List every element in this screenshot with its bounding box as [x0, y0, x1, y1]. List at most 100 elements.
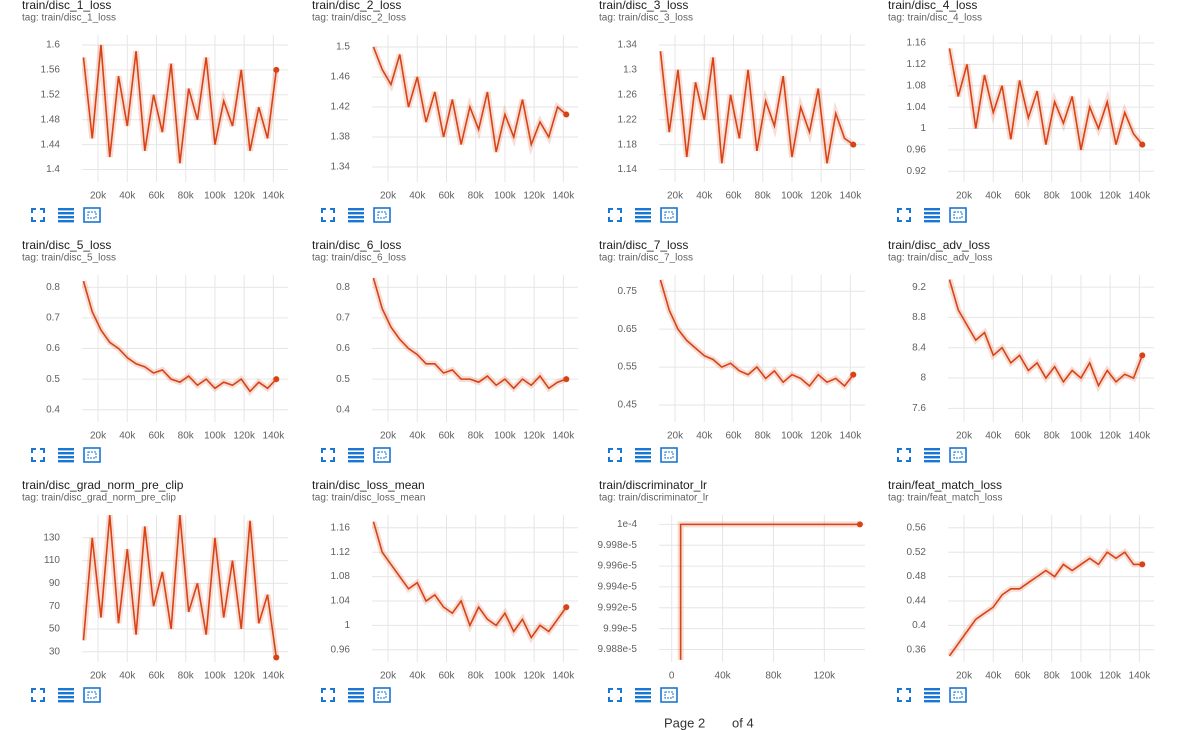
fit-domain-button[interactable] — [83, 687, 101, 703]
x-tick-label: 120k — [523, 671, 546, 682]
fit-domain-button[interactable] — [373, 687, 391, 703]
icon-stroke — [31, 697, 36, 702]
icon-bar — [635, 452, 651, 455]
y-tick-label: 0.8 — [46, 282, 60, 293]
x-tick-label: 140k — [553, 671, 576, 682]
icon-frame — [949, 207, 967, 223]
x-tick-label: 40k — [409, 671, 426, 682]
fit-domain-button[interactable] — [660, 207, 678, 223]
x-tick-label: 100k — [494, 431, 517, 442]
y-tick-label: 8 — [920, 373, 926, 384]
icon-bar — [348, 692, 364, 695]
fullscreen-button[interactable] — [321, 688, 335, 702]
toggle-log-button[interactable] — [635, 448, 651, 463]
toggle-log-button[interactable] — [924, 448, 940, 463]
x-tick-label: 20k — [90, 191, 107, 202]
fit-domain-button[interactable] — [660, 447, 678, 463]
y-tick-label: 1 — [344, 620, 350, 631]
fit-domain-button[interactable] — [949, 207, 967, 223]
icon-bar — [58, 700, 74, 703]
x-tick-label: 80k — [468, 191, 485, 202]
end-point — [563, 111, 570, 118]
toggle-log-button[interactable] — [924, 208, 940, 223]
x-tick-label: 40k — [985, 671, 1002, 682]
x-tick-label: 140k — [263, 671, 286, 682]
y-tick-label: 1.48 — [41, 114, 61, 125]
fullscreen-button[interactable] — [31, 208, 45, 222]
icon-bar — [635, 456, 651, 459]
y-tick-label: 9.992e-5 — [598, 602, 638, 613]
fullscreen-button[interactable] — [31, 448, 45, 462]
toggle-log-button[interactable] — [58, 208, 74, 223]
y-tick-label: 1.08 — [907, 80, 927, 91]
icon-frame — [83, 207, 101, 223]
fit-domain-button[interactable] — [373, 447, 391, 463]
fit-domain-button[interactable] — [83, 447, 101, 463]
fullscreen-button[interactable] — [608, 688, 622, 702]
icon-frame — [949, 447, 967, 463]
icon-stroke — [617, 208, 622, 213]
line — [372, 277, 567, 390]
x-tick-label: 120k — [523, 431, 546, 442]
y-tick-label: 1.42 — [331, 102, 351, 113]
y-tick-label: 110 — [44, 555, 60, 566]
fullscreen-button[interactable] — [608, 448, 622, 462]
fit-domain-button[interactable] — [373, 207, 391, 223]
toggle-log-button[interactable] — [635, 208, 651, 223]
fullscreen-button[interactable] — [608, 208, 622, 222]
toggle-log-button[interactable] — [58, 688, 74, 703]
y-tick-label: 1.5 — [336, 42, 350, 53]
fullscreen-button[interactable] — [897, 208, 911, 222]
icon-stroke — [321, 457, 326, 462]
chart-tag: tag: train/disc_3_loss — [599, 13, 693, 24]
line — [372, 521, 567, 640]
y-tick-label: 1.34 — [618, 40, 638, 51]
fit-domain-button[interactable] — [660, 687, 678, 703]
fit-domain-button[interactable] — [949, 687, 967, 703]
icon-frame — [373, 687, 391, 703]
end-point — [563, 376, 570, 383]
x-tick-label: 60k — [148, 431, 165, 442]
line — [372, 46, 567, 153]
x-tick-label: 80k — [755, 431, 772, 442]
chart-tag: tag: train/discriminator_lr — [599, 493, 709, 504]
y-tick-label: 0.4 — [46, 404, 60, 415]
icon-inner — [664, 211, 674, 219]
chart-tag: tag: train/disc_6_loss — [312, 253, 406, 264]
toggle-log-button[interactable] — [924, 688, 940, 703]
icon-bar — [924, 216, 940, 219]
icon-stroke — [608, 217, 613, 222]
fit-domain-button[interactable] — [949, 447, 967, 463]
toggle-log-button[interactable] — [348, 208, 364, 223]
fullscreen-button[interactable] — [897, 688, 911, 702]
y-tick-label: 90 — [49, 578, 61, 589]
x-tick-label: 140k — [263, 431, 286, 442]
icon-bar — [58, 692, 74, 695]
fullscreen-button[interactable] — [321, 208, 335, 222]
icon-stroke — [330, 697, 335, 702]
toggle-log-button[interactable] — [635, 688, 651, 703]
x-tick-label: 120k — [233, 431, 256, 442]
toggle-log-button[interactable] — [58, 448, 74, 463]
icon-stroke — [40, 217, 45, 222]
fit-domain-button[interactable] — [83, 207, 101, 223]
end-point — [850, 141, 857, 148]
fullscreen-button[interactable] — [897, 448, 911, 462]
y-tick-label: 9.99e-5 — [603, 623, 637, 634]
fullscreen-button[interactable] — [321, 448, 335, 462]
fullscreen-button[interactable] — [31, 688, 45, 702]
icon-bar — [635, 700, 651, 703]
y-tick-label: 1.12 — [907, 59, 927, 70]
y-tick-label: 9.998e-5 — [598, 540, 638, 551]
y-tick-label: 0.4 — [336, 404, 350, 415]
icon-bar — [924, 688, 940, 691]
icon-stroke — [897, 448, 902, 453]
toggle-log-button[interactable] — [348, 448, 364, 463]
icon-bar — [348, 216, 364, 219]
x-tick-label: 60k — [438, 431, 455, 442]
icon-bar — [924, 448, 940, 451]
y-tick-label: 0.8 — [336, 282, 350, 293]
x-tick-label: 40k — [409, 191, 426, 202]
chart-title: train/disc_1_loss — [22, 0, 111, 12]
toggle-log-button[interactable] — [348, 688, 364, 703]
